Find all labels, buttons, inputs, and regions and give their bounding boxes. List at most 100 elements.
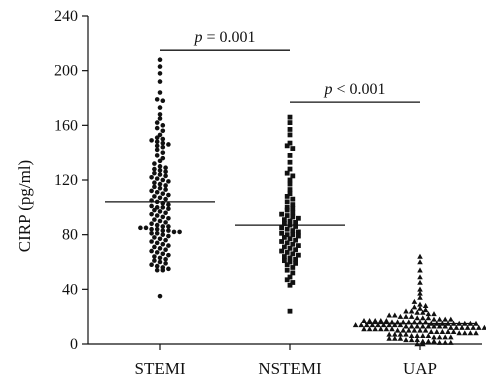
nstemi-point <box>284 262 290 268</box>
stemi-point <box>163 247 168 252</box>
significance-annotations: p = 0.001 p < 0.001 <box>160 29 420 103</box>
stemi-point <box>149 231 154 236</box>
stemi-point <box>154 176 160 181</box>
uap-point <box>366 326 373 332</box>
stemi-point <box>160 214 166 220</box>
uap-point <box>383 317 390 324</box>
y-tick-label: 160 <box>54 117 78 134</box>
y-tick-label: 120 <box>54 172 78 189</box>
stemi-point <box>149 188 154 194</box>
stemi-point <box>157 64 163 69</box>
stemi-point <box>149 221 154 227</box>
stemi-point <box>154 139 160 145</box>
nstemi-point <box>284 267 290 273</box>
uap-point <box>473 320 479 326</box>
stemi-point <box>163 169 168 175</box>
stemi-point <box>166 243 171 248</box>
stemi-point <box>163 165 168 170</box>
stemi-point <box>154 222 160 228</box>
stemi-point <box>157 218 163 224</box>
nstemi-point <box>287 236 293 242</box>
nstemi-point <box>282 254 287 259</box>
uap-point <box>431 316 437 322</box>
uap-point <box>403 331 409 337</box>
x-tick-label: STEMI <box>135 359 186 378</box>
uap-point <box>392 331 398 337</box>
nstemi-point <box>293 224 298 229</box>
x-tick-label: NSTEMI <box>258 359 322 378</box>
nstemi-point <box>284 194 290 199</box>
stemi-point <box>166 228 171 233</box>
p-symbol: p <box>323 81 332 98</box>
nstemi-point <box>296 229 301 235</box>
nstemi-point <box>296 252 301 258</box>
p-value-label: p < 0.001 <box>323 81 385 98</box>
uap-point <box>414 309 420 315</box>
stemi-point <box>149 174 154 180</box>
nstemi-point <box>287 255 293 261</box>
uap-point <box>448 339 454 345</box>
nstemi-point <box>290 228 296 233</box>
uap-point <box>417 267 423 273</box>
stemi-point <box>157 164 163 169</box>
nstemi-point <box>284 213 290 218</box>
stemi-point <box>152 194 157 199</box>
uap-point <box>414 341 420 347</box>
stemi-point <box>152 258 157 263</box>
uap-point <box>436 316 443 322</box>
uap-point <box>378 317 384 324</box>
stemi-point <box>166 202 171 207</box>
stemi-point <box>157 79 163 84</box>
uap-point <box>420 323 426 329</box>
uap-point <box>403 323 409 329</box>
uap-point <box>375 322 381 328</box>
stemi-point <box>157 246 163 251</box>
stemi-point <box>160 98 166 104</box>
stemi-point <box>160 128 166 134</box>
nstemi-point <box>287 114 293 120</box>
uap-point <box>417 327 423 333</box>
stemi-point <box>154 226 160 232</box>
stemi-point <box>157 259 163 265</box>
uap-point <box>425 315 432 321</box>
uap-point <box>408 313 415 319</box>
stemi-point <box>160 136 166 142</box>
stemi-point <box>149 248 154 254</box>
y-tick-label: 0 <box>70 336 78 353</box>
y-axis: 0 40 80 120 160 200 240 <box>54 8 89 353</box>
nstemi-point <box>293 260 298 266</box>
uap-point <box>420 333 426 339</box>
nstemi-point <box>287 166 293 172</box>
nstemi-point <box>284 240 290 246</box>
uap-point <box>462 330 468 336</box>
uap-point <box>420 315 426 321</box>
nstemi-point <box>279 225 284 231</box>
nstemi-point <box>284 170 290 176</box>
uap-point <box>470 324 476 330</box>
nstemi-point <box>287 274 293 280</box>
nstemi-point <box>290 241 296 247</box>
nstemi-point <box>287 120 293 125</box>
nstemi-point <box>290 146 296 151</box>
nstemi-point <box>282 235 287 240</box>
nstemi-point <box>287 187 293 192</box>
uap-point <box>397 322 404 328</box>
p-value-label: p = 0.001 <box>193 29 255 46</box>
uap-point <box>392 322 398 328</box>
stemi-point <box>157 105 163 110</box>
stemi-point <box>152 184 157 190</box>
stemi-point <box>163 196 168 202</box>
stemi-point <box>157 158 163 164</box>
uap-point <box>386 322 392 328</box>
uap-point <box>392 312 398 318</box>
uap-point <box>436 334 443 340</box>
nstemi-point <box>282 221 287 227</box>
stemi-point <box>166 215 171 221</box>
nstemi-point <box>279 230 284 236</box>
nstemi-point <box>290 280 296 285</box>
stemi-point <box>160 140 166 146</box>
uap-point <box>406 327 412 333</box>
nstemi-point <box>279 239 284 244</box>
p-value-text: = 0.001 <box>202 29 255 46</box>
stemi-point <box>177 229 182 235</box>
